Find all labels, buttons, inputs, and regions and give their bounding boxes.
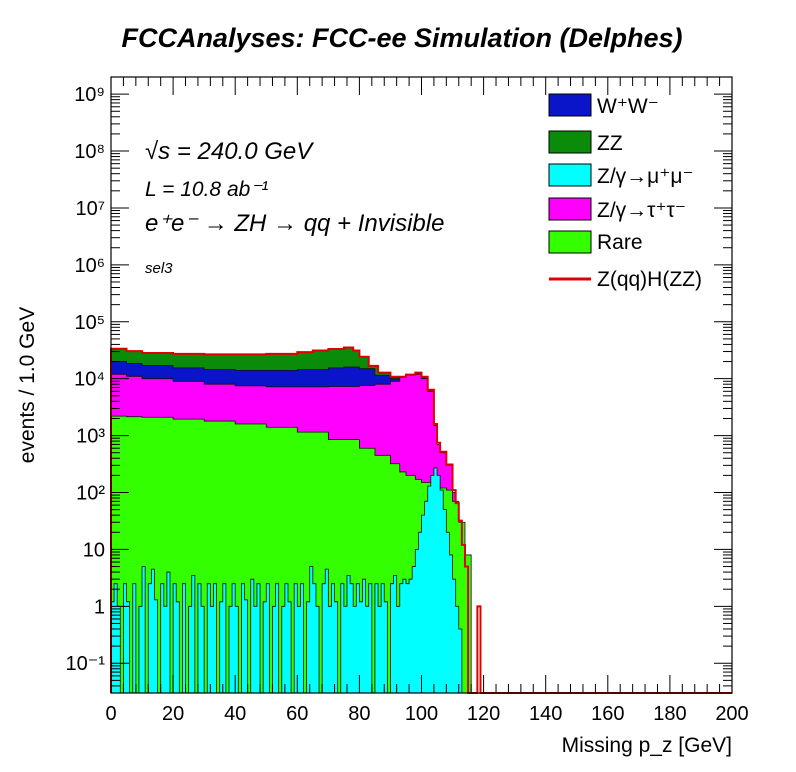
- histogram-signal-line: [110, 346, 732, 694]
- legend-label-ww: W⁺W⁻: [597, 95, 659, 118]
- legend-swatch-rare: [548, 230, 592, 254]
- y-tick-label: 10⁸: [74, 141, 105, 163]
- x-tick-label: 160: [591, 703, 624, 725]
- legend-swatch-ztautau: [548, 197, 592, 221]
- legend-label-signal: Z(qq)H(ZZ): [597, 268, 702, 291]
- x-axis-label: Missing p_z [GeV]: [562, 734, 732, 757]
- luminosity-annotation: L = 10.8 ab⁻¹: [145, 178, 268, 201]
- legend-label-rare: Rare: [597, 231, 643, 254]
- x-tick-label: 0: [105, 703, 116, 725]
- y-tick-label: 10⁹: [74, 84, 105, 106]
- y-tick-label: 10²: [76, 483, 105, 505]
- x-tick-label: 140: [529, 703, 562, 725]
- legend-label-zz: ZZ: [597, 132, 623, 155]
- y-tick-label: 10⁵: [74, 312, 105, 334]
- process-annotation: e⁺e⁻ → ZH → qq + Invisible: [145, 210, 444, 237]
- y-tick-label: 10³: [76, 426, 105, 448]
- y-tick-label: 10⁷: [76, 198, 105, 220]
- x-tick-label: 200: [715, 703, 748, 725]
- x-tick-label: 40: [224, 703, 246, 725]
- histogram-zmumu: [110, 467, 732, 694]
- y-tick-label: 10⁶: [75, 255, 105, 277]
- stacked-histograms: [110, 346, 732, 694]
- axis-ticks: 0 20 40 60 80 100 120 140 160 180 200 10⁻¹ 1 10 10² 10³…: [66, 76, 749, 725]
- energy-annotation: √s = 240.0 GeV: [145, 138, 314, 165]
- x-tick-label: 20: [162, 703, 184, 725]
- x-tick-label: 80: [348, 703, 370, 725]
- y-tick-label: 10: [83, 539, 105, 561]
- selection-annotation: sel3: [145, 260, 173, 277]
- legend-label-zmumu: Z/γ→μ⁺μ⁻: [597, 165, 694, 188]
- legend-swatch-zz: [548, 130, 592, 154]
- x-tick-label: 60: [286, 703, 308, 725]
- y-axis-label: events / 1.0 GeV: [16, 307, 39, 463]
- legend: W⁺W⁻ ZZ Z/γ→μ⁺μ⁻ Z/γ→τ⁺τ⁻ Rare Z(qq)H(ZZ…: [548, 93, 702, 291]
- x-tick-label: 100: [405, 703, 438, 725]
- legend-swatch-ww: [548, 93, 592, 117]
- x-tick-label: 180: [653, 703, 686, 725]
- legend-label-ztautau: Z/γ→τ⁺τ⁻: [597, 199, 686, 222]
- y-tick-label: 10⁻¹: [66, 653, 106, 675]
- y-tick-label: 1: [94, 596, 105, 618]
- legend-swatch-zmumu: [548, 163, 592, 187]
- x-tick-label: 120: [467, 703, 500, 725]
- chart-title: FCCAnalyses: FCC-ee Simulation (Delphes): [121, 23, 682, 53]
- y-tick-label: 10⁴: [74, 369, 105, 391]
